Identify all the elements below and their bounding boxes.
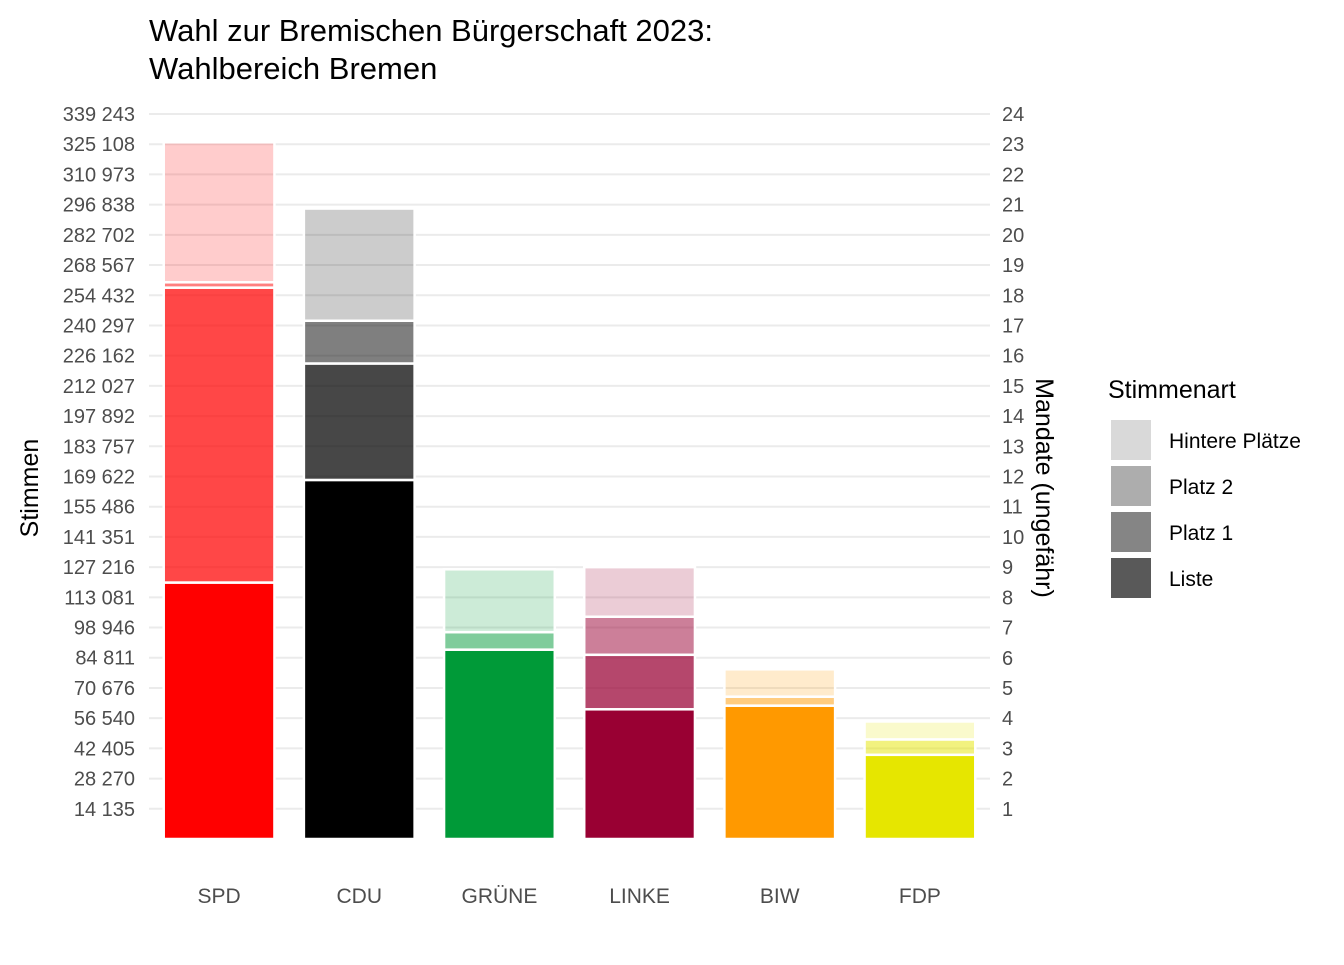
bar-segment-grüne-hintere-plätze xyxy=(442,568,557,634)
y-tick-label: 282 702 xyxy=(63,225,135,247)
bar-segment-linke-platz-1 xyxy=(582,653,697,711)
y-tick-label: 70 676 xyxy=(74,678,135,700)
y2-tick-label: 19 xyxy=(1002,255,1024,277)
y2-tick-label: 13 xyxy=(1002,436,1024,458)
bar-segment-cdu-hintere-plätze xyxy=(302,207,416,323)
legend-label: Platz 2 xyxy=(1169,476,1233,499)
legend-swatch xyxy=(1111,420,1151,460)
y2-tick-label: 8 xyxy=(1002,587,1013,609)
bar-segment-cdu-platz-1 xyxy=(302,362,416,482)
y2-tick-label: 6 xyxy=(1002,648,1013,670)
bar-segment-fdp-hintere-plätze xyxy=(863,720,977,741)
y-tick-label: 212 027 xyxy=(63,376,135,398)
y-tick-label: 226 162 xyxy=(63,346,135,368)
x-tick-label: LINKE xyxy=(609,885,670,908)
y-tick-label: 28 270 xyxy=(74,769,135,791)
y-axis-label: Stimmen xyxy=(16,439,44,538)
y-tick-label: 84 811 xyxy=(75,648,135,670)
y-tick-label: 42 405 xyxy=(74,738,135,760)
y2-tick-label: 20 xyxy=(1002,225,1024,247)
bar-segment-linke-platz-2 xyxy=(582,615,697,657)
bar-segment-spd-platz-1 xyxy=(162,286,276,584)
bar-segment-linke-liste xyxy=(582,708,697,841)
y2-tick-label: 22 xyxy=(1002,164,1024,186)
bar-segment-fdp-liste xyxy=(863,753,977,841)
y-tick-label: 14 135 xyxy=(74,799,135,821)
x-tick-label: FDP xyxy=(899,885,941,908)
chart-title-line-2: Wahlbereich Bremen xyxy=(149,51,437,86)
y-tick-label: 56 540 xyxy=(74,708,135,730)
y-tick-label: 127 216 xyxy=(63,557,135,579)
y-tick-label: 254 432 xyxy=(63,285,135,307)
y-tick-label: 155 486 xyxy=(63,497,135,519)
y2-tick-label: 9 xyxy=(1002,557,1013,579)
bar-segment-cdu-liste xyxy=(302,478,416,841)
bar-segment-linke-hintere-plätze xyxy=(582,565,697,618)
legend-label: Platz 1 xyxy=(1169,522,1233,545)
bar-segment-spd-liste xyxy=(162,581,276,841)
y-tick-label: 339 243 xyxy=(63,104,135,126)
y2-tick-label: 12 xyxy=(1002,467,1024,489)
y2-tick-label: 3 xyxy=(1002,738,1013,760)
x-tick-label: CDU xyxy=(337,885,383,908)
y2-tick-label: 24 xyxy=(1002,104,1024,126)
x-tick-label: BIW xyxy=(760,885,800,908)
y2-tick-label: 11 xyxy=(1002,497,1023,519)
y-tick-label: 310 973 xyxy=(63,164,135,186)
y-tick-label: 325 108 xyxy=(63,134,135,156)
y-tick-label: 183 757 xyxy=(63,436,135,458)
bars xyxy=(162,141,977,841)
bar-segment-biw-hintere-plätze xyxy=(723,668,837,698)
bar-segment-grüne-platz-2 xyxy=(442,630,557,651)
legend-swatch xyxy=(1111,466,1151,506)
legend-label: Liste xyxy=(1169,568,1213,591)
bar-segment-biw-liste xyxy=(723,704,837,841)
y2-tick-label: 14 xyxy=(1002,406,1024,428)
y-tick-label: 113 081 xyxy=(64,587,135,609)
legend-label: Hintere Plätze xyxy=(1169,430,1301,453)
y2-axis-label: Mandate (ungefähr) xyxy=(1030,378,1058,598)
y2-tick-label: 5 xyxy=(1002,678,1013,700)
y2-tick-label: 7 xyxy=(1002,618,1013,640)
y-tick-label: 296 838 xyxy=(63,195,135,217)
y-tick-label: 197 892 xyxy=(63,406,135,428)
y2-tick-label: 15 xyxy=(1002,376,1024,398)
y2-tick-label: 21 xyxy=(1002,195,1024,217)
bar-segment-biw-platz-2 xyxy=(723,695,837,707)
legend-swatch xyxy=(1111,512,1151,552)
bar-segment-cdu-platz-2 xyxy=(302,319,416,365)
y-tick-label: 141 351 xyxy=(63,527,135,549)
bar-segment-spd-hintere-plätze xyxy=(162,141,276,284)
bar-segment-fdp-platz-2 xyxy=(863,738,977,757)
legend: Stimmenart Hintere Plätze Platz 2 Platz 1 L… xyxy=(1108,376,1301,598)
x-tick-label: SPD xyxy=(197,885,240,908)
y2-tick-label: 1 xyxy=(1002,799,1013,821)
y2-tick-label: 16 xyxy=(1002,346,1024,368)
y2-tick-label: 2 xyxy=(1002,769,1013,791)
gridlines xyxy=(149,113,990,810)
y-tick-label: 98 946 xyxy=(74,618,135,640)
y2-tick-label: 4 xyxy=(1002,708,1013,730)
y-tick-label: 268 567 xyxy=(63,255,135,277)
x-tick-label: GRÜNE xyxy=(461,885,537,908)
bar-segment-grüne-liste xyxy=(442,648,557,841)
y-tick-label: 169 622 xyxy=(63,466,135,488)
chart-title-line-1: Wahl zur Bremischen Bürgerschaft 2023: xyxy=(149,13,713,48)
legend-swatch xyxy=(1111,558,1151,598)
y-tick-label: 240 297 xyxy=(63,315,135,337)
y2-tick-label: 10 xyxy=(1002,527,1024,549)
y2-tick-label: 18 xyxy=(1002,285,1024,307)
legend-title: Stimmenart xyxy=(1108,376,1236,404)
y2-tick-label: 17 xyxy=(1002,315,1024,337)
y2-tick-label: 23 xyxy=(1002,134,1024,156)
